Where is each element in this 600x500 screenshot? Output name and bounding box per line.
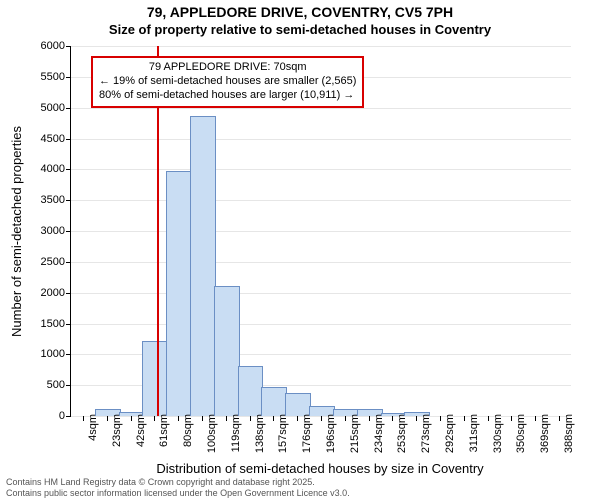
x-tick-mark bbox=[392, 416, 393, 421]
callout-line2: ← 19% of semi-detached houses are smalle… bbox=[99, 75, 356, 89]
chart-title: 79, APPLEDORE DRIVE, COVENTRY, CV5 7PH bbox=[0, 4, 600, 20]
grid-line bbox=[71, 200, 571, 201]
y-tick-label: 500 bbox=[15, 379, 65, 391]
y-tick-mark bbox=[66, 293, 71, 294]
x-tick-label: 119sqm bbox=[230, 414, 242, 452]
y-tick-mark bbox=[66, 231, 71, 232]
x-tick-mark bbox=[345, 416, 346, 421]
grid-line bbox=[71, 293, 571, 294]
y-tick-mark bbox=[66, 324, 71, 325]
x-tick-label: 215sqm bbox=[349, 414, 361, 453]
y-tick-label: 1500 bbox=[15, 318, 65, 330]
x-tick-mark bbox=[154, 416, 155, 421]
y-tick-label: 2500 bbox=[15, 256, 65, 268]
x-tick-label: 196sqm bbox=[325, 414, 337, 453]
callout-box: 79 APPLEDORE DRIVE: 70sqm← 19% of semi-d… bbox=[91, 56, 364, 107]
grid-line bbox=[71, 231, 571, 232]
x-tick-mark bbox=[464, 416, 465, 421]
y-tick-mark bbox=[66, 139, 71, 140]
y-tick-mark bbox=[66, 77, 71, 78]
x-tick-label: 292sqm bbox=[444, 414, 456, 453]
x-tick-mark bbox=[202, 416, 203, 421]
x-tick-mark bbox=[297, 416, 298, 421]
y-tick-mark bbox=[66, 108, 71, 109]
y-tick-label: 4500 bbox=[15, 133, 65, 145]
x-tick-mark bbox=[559, 416, 560, 421]
grid-line bbox=[71, 139, 571, 140]
x-tick-label: 176sqm bbox=[301, 414, 313, 453]
y-tick-mark bbox=[66, 262, 71, 263]
grid-line bbox=[71, 46, 571, 47]
histogram-bar bbox=[166, 171, 192, 416]
histogram-bar bbox=[238, 366, 264, 416]
grid-line bbox=[71, 324, 571, 325]
y-tick-label: 5500 bbox=[15, 71, 65, 83]
x-tick-label: 61sqm bbox=[158, 414, 170, 447]
x-tick-label: 369sqm bbox=[539, 414, 551, 453]
x-tick-mark bbox=[535, 416, 536, 421]
y-tick-label: 0 bbox=[15, 410, 65, 422]
footer-line1: Contains HM Land Registry data © Crown c… bbox=[6, 477, 350, 487]
x-axis-label: Distribution of semi-detached houses by … bbox=[70, 461, 570, 476]
grid-line bbox=[71, 262, 571, 263]
y-tick-label: 6000 bbox=[15, 40, 65, 52]
x-tick-label: 330sqm bbox=[492, 414, 504, 453]
histogram-bar bbox=[190, 116, 216, 416]
x-tick-mark bbox=[273, 416, 274, 421]
chart-subtitle: Size of property relative to semi-detach… bbox=[0, 22, 600, 37]
x-tick-mark bbox=[131, 416, 132, 421]
x-tick-label: 388sqm bbox=[563, 414, 575, 453]
x-tick-label: 42sqm bbox=[135, 414, 147, 447]
y-tick-label: 3500 bbox=[15, 194, 65, 206]
x-tick-mark bbox=[178, 416, 179, 421]
y-tick-label: 1000 bbox=[15, 348, 65, 360]
y-tick-mark bbox=[66, 46, 71, 47]
y-tick-label: 2000 bbox=[15, 287, 65, 299]
x-tick-mark bbox=[511, 416, 512, 421]
x-tick-mark bbox=[226, 416, 227, 421]
x-tick-mark bbox=[416, 416, 417, 421]
x-tick-mark bbox=[250, 416, 251, 421]
x-tick-label: 234sqm bbox=[373, 414, 385, 453]
y-tick-mark bbox=[66, 416, 71, 417]
x-tick-label: 273sqm bbox=[420, 414, 432, 453]
histogram-bar bbox=[285, 393, 311, 416]
histogram-bar bbox=[214, 286, 240, 417]
x-tick-mark bbox=[321, 416, 322, 421]
y-tick-mark bbox=[66, 200, 71, 201]
chart-container: 79, APPLEDORE DRIVE, COVENTRY, CV5 7PH S… bbox=[0, 0, 600, 500]
histogram-bar bbox=[142, 341, 168, 416]
y-tick-mark bbox=[66, 354, 71, 355]
x-tick-mark bbox=[488, 416, 489, 421]
callout-line1: 79 APPLEDORE DRIVE: 70sqm bbox=[99, 61, 356, 75]
x-tick-label: 23sqm bbox=[111, 414, 123, 447]
x-tick-label: 311sqm bbox=[468, 414, 480, 452]
y-tick-label: 4000 bbox=[15, 163, 65, 175]
footer-attribution: Contains HM Land Registry data © Crown c… bbox=[6, 477, 350, 498]
x-tick-label: 80sqm bbox=[182, 414, 194, 447]
x-tick-label: 253sqm bbox=[396, 414, 408, 453]
x-tick-label: 4sqm bbox=[87, 414, 99, 441]
x-tick-label: 350sqm bbox=[515, 414, 527, 453]
x-tick-mark bbox=[107, 416, 108, 421]
y-tick-mark bbox=[66, 169, 71, 170]
x-tick-mark bbox=[440, 416, 441, 421]
plot-area: 0500100015002000250030003500400045005000… bbox=[70, 46, 571, 417]
x-tick-mark bbox=[83, 416, 84, 421]
x-tick-label: 100sqm bbox=[206, 414, 218, 453]
y-tick-label: 5000 bbox=[15, 102, 65, 114]
histogram-bar bbox=[261, 387, 287, 416]
y-tick-label: 3000 bbox=[15, 225, 65, 237]
grid-line bbox=[71, 108, 571, 109]
footer-line2: Contains public sector information licen… bbox=[6, 488, 350, 498]
x-tick-label: 157sqm bbox=[277, 414, 289, 453]
y-tick-mark bbox=[66, 385, 71, 386]
grid-line bbox=[71, 169, 571, 170]
callout-line3: 80% of semi-detached houses are larger (… bbox=[99, 89, 356, 103]
x-tick-label: 138sqm bbox=[254, 414, 266, 453]
x-tick-mark bbox=[369, 416, 370, 421]
